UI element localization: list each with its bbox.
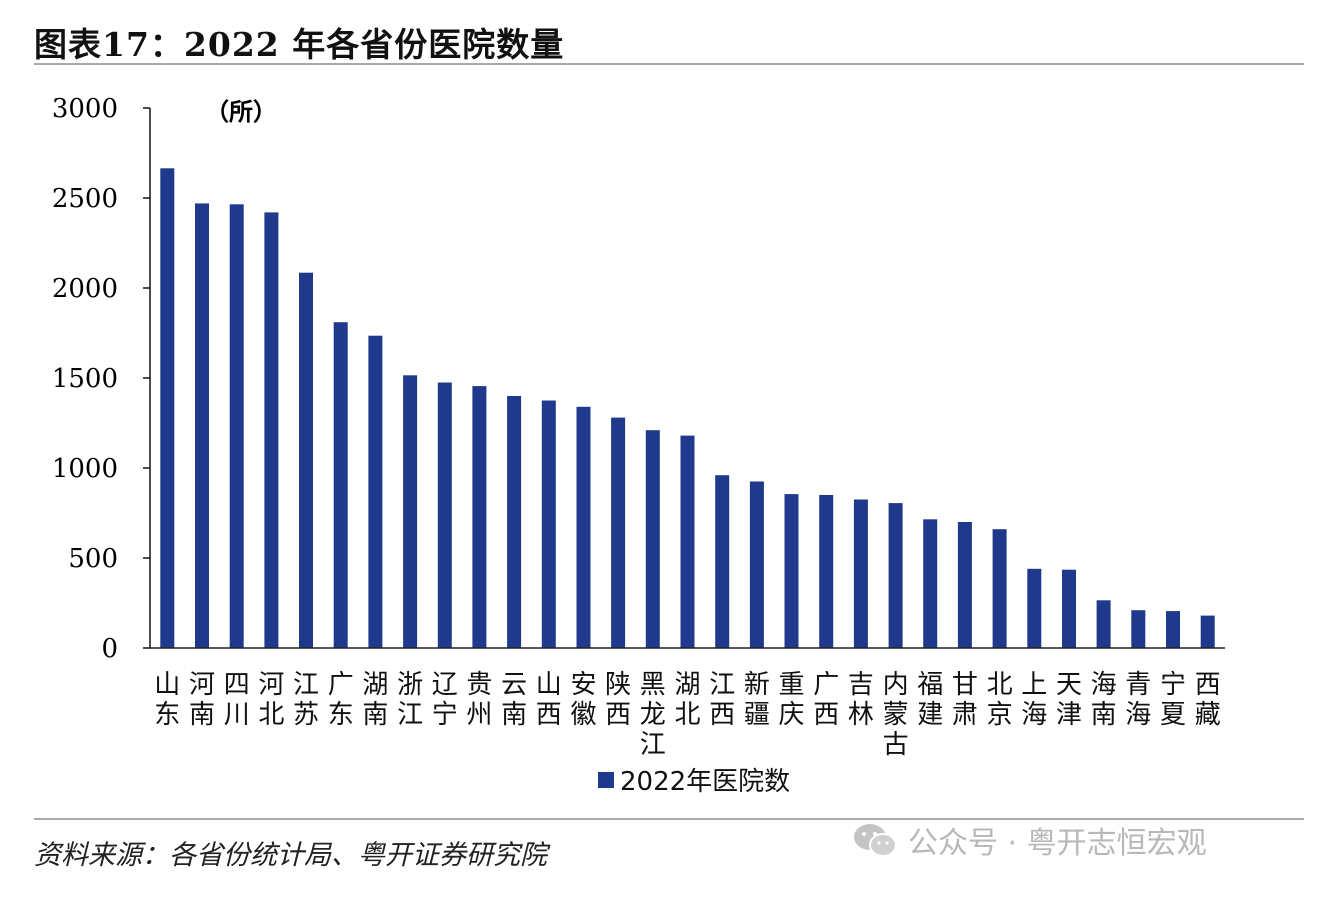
x-tick-label: 浙江	[397, 670, 423, 730]
bar	[992, 529, 1007, 648]
x-tick-label: 内蒙古	[883, 670, 909, 760]
bar	[1166, 611, 1180, 648]
y-tick-label: 500	[68, 544, 118, 574]
bar	[1200, 615, 1215, 648]
x-tick-label: 安徽	[570, 670, 596, 730]
x-tick-label: 江苏	[293, 670, 319, 730]
bar-chart: 0 500 1000 1500 2000 2500 3000 山东河南四川河北江苏广东湖南浙…	[52, 94, 1225, 797]
x-tick-label: 天津	[1056, 670, 1082, 730]
y-tick-label: 3000	[52, 94, 118, 124]
bar	[541, 400, 556, 648]
y-tick-label: 2500	[52, 184, 118, 214]
x-tick-label: 上海	[1021, 670, 1047, 730]
x-tick-label: 北京	[987, 670, 1013, 730]
figure-title: 图表17：2022 年各省份医院数量	[34, 25, 565, 64]
title-divider	[34, 63, 1304, 65]
bar	[368, 335, 383, 648]
bar	[715, 475, 730, 648]
watermark-text: 公众号 · 粤开志恒宏观	[908, 826, 1207, 861]
x-tick-label: 甘肃	[952, 670, 978, 730]
bar	[437, 382, 452, 648]
x-tick-label: 河北	[258, 670, 284, 730]
bar	[957, 522, 972, 648]
x-tick-label: 湖南	[362, 670, 388, 730]
y-tick-label: 1500	[52, 364, 118, 394]
bar	[888, 503, 903, 648]
bar-series	[160, 168, 1215, 649]
x-tick-label: 山东	[154, 670, 180, 730]
x-tick-label: 陕西	[605, 670, 631, 730]
x-tick-label: 江西	[709, 670, 735, 730]
x-tick-label: 河南	[189, 670, 215, 730]
x-tick-label: 贵州	[466, 670, 492, 730]
bar	[264, 212, 279, 648]
x-tick-label: 广西	[813, 670, 839, 730]
x-tick-label: 黑龙江	[640, 670, 666, 760]
y-tick-label: 1000	[52, 454, 118, 484]
x-tick-label: 重庆	[778, 670, 804, 730]
source-note: 资料来源：各省份统计局、粤开证券研究院	[34, 840, 547, 871]
bar	[333, 322, 348, 648]
bar	[1027, 568, 1042, 648]
bar	[1062, 569, 1076, 648]
x-tick-label: 福建	[917, 670, 943, 730]
x-tick-label: 吉林	[848, 670, 874, 730]
bar	[229, 204, 244, 649]
x-tick-label: 湖北	[674, 670, 700, 730]
bar	[611, 417, 626, 648]
x-axis: 山东河南四川河北江苏广东湖南浙江辽宁贵州云南山西安徽陕西黑龙江湖北江西新疆重庆广…	[150, 647, 1225, 760]
bar	[299, 272, 313, 648]
bar	[819, 495, 834, 648]
legend-label: 2022年医院数	[620, 767, 790, 797]
y-unit-label: （所）	[205, 97, 277, 126]
bar	[160, 168, 175, 649]
x-tick-label: 西藏	[1195, 670, 1221, 730]
y-axis: 0 500 1000 1500 2000 2500 3000	[52, 94, 151, 664]
y-tick-label: 0	[101, 634, 118, 664]
x-tick-label: 云南	[501, 670, 527, 730]
bar	[1131, 610, 1146, 648]
bar	[576, 406, 591, 648]
bar	[195, 203, 209, 648]
bar	[680, 435, 695, 648]
bar	[853, 499, 868, 648]
bar	[507, 396, 522, 648]
x-tick-label: 辽宁	[432, 670, 458, 730]
legend-swatch	[598, 772, 614, 788]
y-tick-label: 2000	[52, 274, 118, 304]
x-tick-label: 海南	[1091, 670, 1117, 730]
bar	[645, 430, 660, 648]
legend: 2022年医院数	[598, 767, 790, 797]
x-tick-label: 山西	[536, 670, 562, 730]
x-tick-label: 宁夏	[1160, 670, 1186, 730]
x-tick-label: 新疆	[744, 670, 770, 730]
x-tick-label: 青海	[1125, 670, 1151, 730]
x-tick-label: 四川	[224, 670, 250, 730]
bar	[923, 519, 938, 648]
bar	[749, 481, 764, 648]
wechat-icon	[854, 824, 897, 857]
bar	[1096, 600, 1111, 648]
bar	[784, 494, 799, 648]
x-tick-label: 广东	[328, 670, 354, 730]
footer-divider	[34, 818, 1304, 820]
bar	[472, 386, 487, 648]
bar	[403, 375, 418, 648]
watermark: 公众号 · 粤开志恒宏观	[852, 818, 1207, 862]
